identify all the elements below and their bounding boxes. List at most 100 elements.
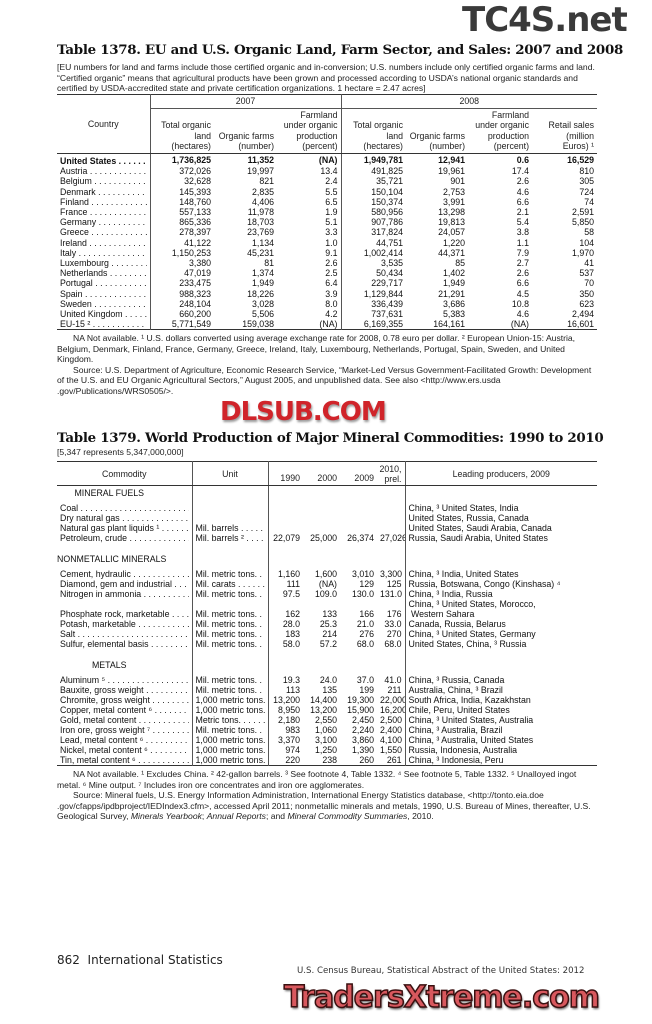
value-2000: 214 [322,629,337,639]
empty-cell [303,649,340,675]
cell-value: 4.6 [516,186,529,197]
table-1379-footnote: NA Not available. ¹ Excludes China. ² 42… [57,769,577,790]
value-2009 [340,503,377,513]
leading-producers: China, ³ Australia, United States [404,735,597,745]
value-2010: 33.0 [384,619,402,629]
leading-producers: Russia, Saudi Arabia, United States [404,533,597,543]
commodity-label: Phosphate rock, marketable [60,609,189,619]
section-heading: NONMETALLIC MINERALS [57,554,167,564]
value-1990: 183 [267,629,303,639]
value-2000 [303,503,340,513]
commodity-name: Nitrogen in ammonia [57,589,192,599]
country-label: Sweden [60,299,147,309]
commodity-label: Nickel, metal content ⁶ [60,745,189,755]
value-2010: 4,100 [380,735,403,745]
leading-producers: China, ³ United States, Australia [404,715,597,725]
table-row: EU-15 ²5,771,549159,038(NA)6,169,355164,… [57,319,597,330]
empty-cell [377,486,405,504]
cell-value: 1,949 [442,278,465,289]
value-2010: 27,026 [380,533,405,543]
table-row: Copper, metal content ⁶ 1,000 metric tons… [57,705,597,715]
empty-cell [267,485,303,503]
leading-producers: Canada, Russia, Belarus [404,619,597,629]
header-leading-producers: Leading producers, 2009 [404,461,597,486]
commodity-label: Bauxite, gross weight [60,685,189,695]
table-row: Coal China, ³ United States, India [57,503,597,513]
cell-value: 44,371 [438,247,465,258]
cell-value: 2.7 [516,258,529,269]
value-2000: 25,000 [310,533,337,543]
value-1990: 22,079 [267,533,303,543]
unit: 1,000 metric tons. [191,755,268,766]
empty-cell [377,649,405,675]
cell-value: 336,439 [371,298,403,309]
table-row: Natural gas plant liquids ¹ Mil. barrels U… [57,523,597,533]
table-row: Dry natural gas United States, Russia, Ca… [57,513,597,523]
value-2000: 1,250 [314,745,337,755]
cell-value: 6.4 [277,278,342,289]
cell-value: 988,323 [179,288,211,299]
value-2010: 2,400 [380,725,403,735]
unit: 1,000 metric tons. [191,735,268,745]
cell-value: 901 [450,176,465,187]
unit: Mil. metric tons. [191,639,268,649]
cell-value: 317,824 [371,227,403,238]
unit: Mil. metric tons. [191,675,268,685]
leading-producers: Russia, Indonesia, Australia [404,745,597,755]
value-2000: 1,600 [314,569,337,579]
cell-value: 81 [264,258,274,269]
cell-value: 4.5 [516,288,529,299]
table-row: Salt Mil. metric tons.183 214 276 270China, … [57,629,597,639]
country-label: United States [60,156,147,166]
empty-cell [340,486,377,504]
value-2009: 26,374 [347,533,374,543]
unit: Mil. metric tons. [191,685,268,695]
value-2009: 1,390 [351,745,374,755]
section-heading: METALS [91,660,127,670]
value-2010: 261 [386,755,402,765]
unit [191,513,268,523]
cell-value: 10.8 [511,298,529,309]
unit: Mil. barrels ² [191,533,268,543]
country-name: United Kingdom [57,309,151,320]
empty-cell [267,649,303,675]
value-2010: 131.0 [380,589,403,599]
source-text: ; [201,811,207,822]
cell-value: 537 [579,268,595,279]
unit-label: Mil. metric tons. [196,569,265,579]
value-2009: 3,010 [351,569,374,579]
commodity-label: Lead, metal content ⁶ [60,735,189,745]
cell-value: 2.6 [516,268,529,279]
leading-producers: China, ³ India, United States [404,569,597,579]
source-title: Annual Reports [206,811,266,822]
country-label: France [60,207,147,217]
header-2010: 2010, prel. [377,461,405,486]
commodity-name: Gold, metal content [57,715,192,725]
dlsub-watermark: DLSUB.COM [220,397,387,427]
commodity-name: Petroleum, crude [57,533,192,543]
cell-value: 18,703 [247,217,274,228]
leading-producers: United States, China, ³ Russia [404,639,597,649]
cell-value: 2.5 [277,268,342,279]
country-label: Italy [60,248,147,258]
unit-label: 1,000 metric tons. [196,735,265,745]
empty-cell [267,543,303,569]
country-label: Germany [60,217,147,227]
cell-value: 5,771,549 [171,319,211,330]
commodity-label: Copper, metal content ⁶ [60,705,189,715]
table-row: Potash, marketable Mil. metric tons.28.0 2… [57,619,597,629]
value-2000: 2,550 [314,715,337,725]
cell-value: 305 [579,176,595,187]
value-2009 [340,513,377,523]
country-label: Ireland [60,238,147,248]
unit: Mil. metric tons. [191,599,268,619]
cell-value: 810 [579,166,595,177]
cell-value: 150,104 [371,186,403,197]
leading-producers: China, ³ India, Russia [404,589,597,599]
cell-value: 3.8 [516,227,529,238]
